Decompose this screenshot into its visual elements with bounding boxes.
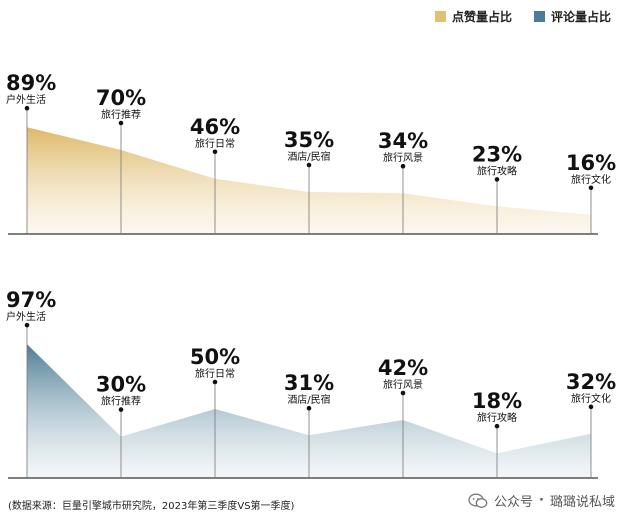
value-label: 18%	[472, 389, 522, 413]
data-point-marker	[306, 162, 312, 168]
legend-item-likes: 点赞量占比	[434, 8, 512, 25]
watermark: 公众号 · 璐璐说私域	[468, 491, 615, 510]
data-point-marker	[212, 149, 218, 155]
value-label: 31%	[284, 371, 334, 395]
watermark-account-name: 璐璐说私域	[549, 495, 615, 510]
category-label: 旅行风景	[383, 378, 423, 391]
data-point-marker	[118, 120, 124, 126]
legend-item-comments: 评论量占比	[533, 8, 611, 25]
data-point-marker	[494, 177, 500, 182]
category-label: 旅行文化	[571, 392, 611, 405]
value-label: 42%	[378, 356, 428, 380]
category-label: 旅行风景	[383, 151, 423, 164]
value-label: 46%	[190, 115, 240, 139]
value-label: 50%	[190, 345, 240, 369]
category-label: 旅行攻略	[477, 164, 517, 177]
data-source-note: (数据来源：巨量引擎城市研究院，2023年第三季度VS第一季度)	[8, 501, 295, 512]
area-series-1	[27, 344, 591, 478]
legend-label-comments: 评论量占比	[550, 10, 611, 24]
legend-swatch-likes	[434, 11, 446, 22]
legend-label-likes: 点赞量占比	[451, 10, 512, 24]
value-label: 32%	[566, 370, 616, 394]
category-label: 旅行推荐	[101, 395, 141, 408]
watermark-separator: ·	[539, 493, 544, 508]
data-point-marker	[212, 379, 218, 385]
data-point-marker	[400, 163, 406, 169]
category-label: 酒店/民宿	[287, 150, 330, 163]
wechat-icon	[468, 493, 488, 508]
value-label: 89%	[6, 71, 56, 95]
area-series-0	[27, 127, 591, 234]
value-label: 70%	[96, 86, 146, 110]
legend-swatch-comments	[533, 11, 545, 22]
category-label: 旅行日常	[195, 137, 235, 150]
category-label: 旅行文化	[571, 173, 611, 186]
data-point-marker	[24, 322, 30, 328]
category-label: 旅行攻略	[477, 411, 517, 424]
data-point-marker	[118, 407, 124, 412]
value-label: 30%	[96, 373, 146, 397]
value-label: 34%	[378, 129, 428, 153]
value-label: 16%	[566, 151, 616, 175]
data-point-marker	[588, 185, 594, 191]
value-label: 97%	[6, 288, 56, 312]
category-label: 旅行日常	[195, 367, 235, 380]
category-label: 户外生活	[6, 93, 46, 106]
category-label: 旅行推荐	[101, 108, 141, 121]
data-point-marker	[24, 105, 30, 111]
watermark-prefix: 公众号	[494, 495, 534, 510]
legend: 点赞量占比 评论量占比	[434, 8, 611, 25]
category-label: 户外生活	[6, 310, 46, 323]
category-label: 酒店/民宿	[287, 393, 330, 406]
value-label: 35%	[284, 128, 334, 152]
value-label: 23%	[472, 142, 522, 166]
data-point-marker	[400, 390, 406, 396]
data-point-marker	[588, 404, 594, 410]
data-point-marker	[494, 423, 500, 429]
data-point-marker	[306, 405, 312, 411]
